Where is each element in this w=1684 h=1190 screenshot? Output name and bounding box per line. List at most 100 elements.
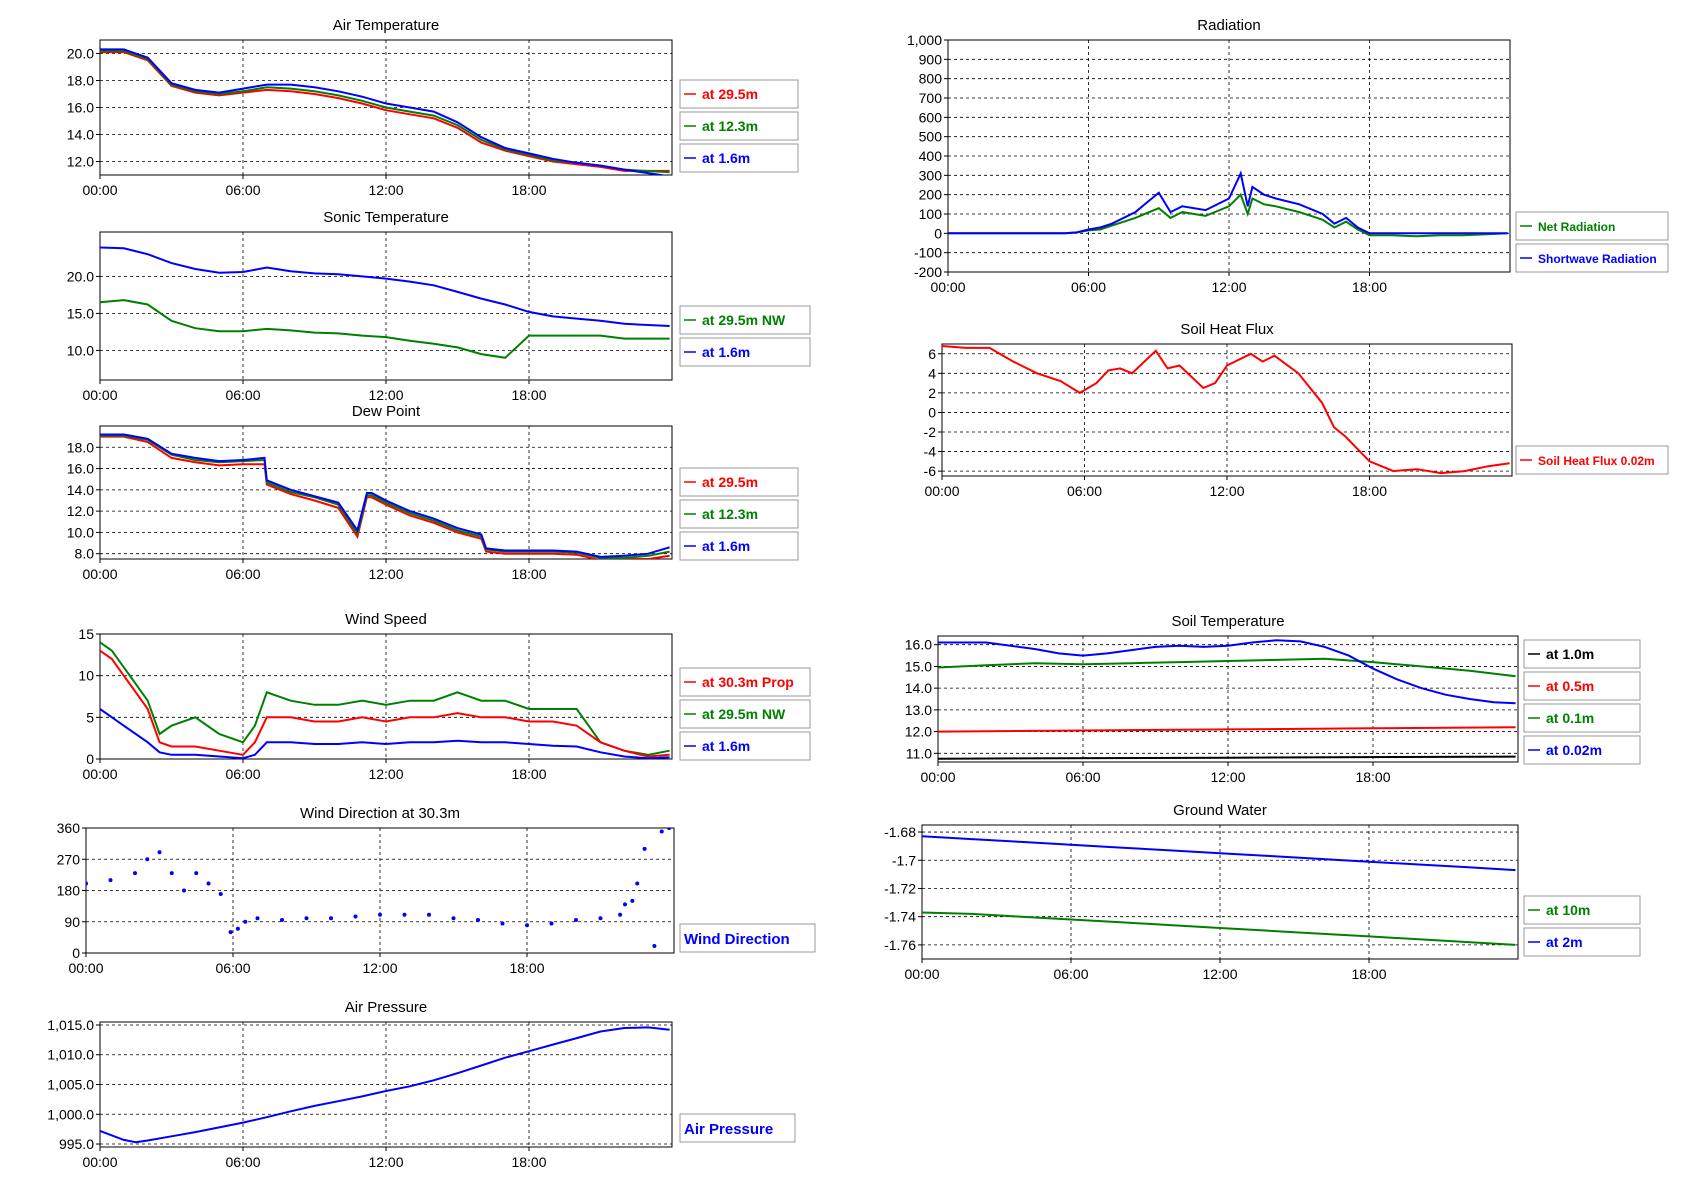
chart-title: Soil Temperature — [1171, 613, 1284, 630]
y-tick-label: -1.72 — [884, 880, 916, 896]
legend-label: at 10m — [1546, 902, 1590, 918]
data-point — [228, 930, 233, 935]
data-point — [378, 912, 382, 917]
x-tick-label: 06:00 — [225, 766, 260, 782]
series-line-net-radiation — [948, 192, 1508, 238]
legend-box — [679, 143, 799, 173]
legend-box — [679, 731, 811, 761]
legend-box — [1515, 445, 1669, 475]
x-tick-label: 00:00 — [82, 566, 117, 582]
chart-wind-dir: Wind Direction at 30.3m 0 90 180 270 360 00:00… — [57, 805, 816, 976]
y-tick-label: 16.0 — [905, 637, 932, 653]
chart-title: Air Pressure — [345, 999, 428, 1016]
data-point — [235, 926, 240, 931]
legend-label: at 1.6m — [702, 344, 750, 360]
data-point — [598, 916, 603, 921]
x-tick-label: 06:00 — [225, 1154, 260, 1170]
legend-item: at 29.5m — [679, 467, 799, 497]
y-tick-label: 12.0 — [67, 503, 94, 519]
legend-label: at 1.6m — [702, 738, 750, 754]
y-tick-label: 10.0 — [67, 342, 94, 358]
x-tick-label: 00:00 — [82, 1154, 117, 1170]
series-line-soil-heat-flux-0-02m — [942, 345, 1510, 475]
legend-box — [679, 111, 799, 141]
y-tick-label: 900 — [919, 51, 943, 67]
legend-label: at 2m — [1546, 934, 1583, 950]
y-tick-label: 800 — [919, 71, 943, 87]
series-line-at-29-5m — [100, 51, 670, 172]
x-tick-label: 12:00 — [368, 182, 403, 198]
series-line-shortwave-radiation — [948, 170, 1508, 235]
y-tick-label: 600 — [919, 109, 943, 125]
y-tick-label: 14.0 — [905, 680, 932, 696]
y-tick-label: -2 — [924, 424, 937, 440]
legend-label: at 12.3m — [702, 118, 758, 134]
x-tick-label: 00:00 — [920, 769, 955, 785]
y-tick-label: 15 — [78, 626, 94, 642]
y-tick-label: 5 — [86, 709, 94, 725]
data-point — [157, 850, 162, 855]
y-tick-label: -1.76 — [884, 937, 916, 953]
legend-box — [679, 699, 811, 729]
legend-item: at 1.6m — [679, 731, 811, 761]
x-tick-label: 12:00 — [1210, 769, 1245, 785]
legend-label: at 29.5m — [702, 86, 758, 102]
legend-item: at 10m — [1523, 895, 1641, 925]
data-point — [86, 881, 88, 886]
chart-title: Radiation — [1197, 17, 1260, 34]
legend-box — [679, 531, 799, 561]
data-point — [194, 871, 199, 876]
y-tick-label: 300 — [919, 167, 943, 183]
series-line-at-0-02m — [938, 639, 1516, 705]
chart-title: Soil Heat Flux — [1180, 321, 1274, 338]
legend-item: at 29.5m NW — [679, 699, 811, 729]
x-tick-label: 18:00 — [1352, 483, 1387, 499]
data-point — [574, 918, 578, 923]
chart-title: Sonic Temperature — [323, 209, 449, 226]
y-tick-label: 15.0 — [905, 658, 932, 674]
data-point — [145, 857, 150, 862]
series-line-at-1-6m — [100, 246, 670, 327]
y-tick-label: 10 — [78, 668, 94, 684]
series-line-at-0-5m — [938, 726, 1516, 733]
legend-item: at 29.5m — [679, 79, 799, 109]
series-line-at-12-3m — [100, 49, 670, 174]
x-tick-label: 06:00 — [1067, 483, 1102, 499]
y-tick-label: 8.0 — [75, 546, 95, 562]
legend-box — [1515, 243, 1669, 273]
x-tick-label: 06:00 — [225, 566, 260, 582]
data-point — [635, 881, 640, 886]
y-tick-label: -1.7 — [892, 852, 916, 868]
x-tick-label: 18:00 — [1352, 279, 1387, 295]
legend-box — [679, 667, 811, 697]
data-point — [169, 871, 174, 876]
chart-sonic-temp: Sonic Temperature 10.0 15.0 20.0 00:00 06:00 1… — [67, 209, 811, 403]
chart-radiation: Radiation -200 -100 0 100 200 300 400 500 600 700 8… — [907, 17, 1669, 295]
legend-label: at 1.6m — [702, 150, 750, 166]
y-tick-label: 90 — [64, 914, 80, 930]
series-line-at-30-3m-prop — [100, 649, 670, 758]
data-point — [182, 888, 186, 893]
chart-title: Wind Direction at 30.3m — [300, 805, 460, 822]
y-tick-label: 500 — [919, 129, 943, 145]
x-tick-label: 06:00 — [1065, 769, 1100, 785]
chart-dew-point: Dew Point 8.0 10.0 12.0 14.0 16.0 18.0 00:00 06:… — [67, 403, 799, 582]
x-tick-label: 18:00 — [511, 1154, 546, 1170]
legend-label: at 29.5m NW — [702, 706, 786, 722]
legend-box — [679, 923, 816, 953]
series-line-air-pressure — [100, 1026, 670, 1144]
x-tick-label: 12:00 — [368, 766, 403, 782]
x-tick-label: 18:00 — [511, 182, 546, 198]
y-tick-label: 0 — [86, 751, 94, 767]
y-tick-label: 15.0 — [67, 305, 94, 321]
legend-box — [1523, 703, 1641, 733]
y-tick-label: 200 — [919, 187, 943, 203]
chart-ground-water: Ground Water -1.76 -1.74 -1.72 -1.7 -1.68 00:0… — [884, 802, 1641, 982]
x-tick-label: 06:00 — [1053, 966, 1088, 982]
data-point — [476, 918, 480, 923]
x-tick-label: 00:00 — [82, 766, 117, 782]
y-tick-label: 995.0 — [59, 1136, 94, 1152]
legend-label: at 30.3m Prop — [702, 674, 794, 690]
legend-box — [679, 1113, 796, 1143]
x-tick-label: 06:00 — [225, 182, 260, 198]
